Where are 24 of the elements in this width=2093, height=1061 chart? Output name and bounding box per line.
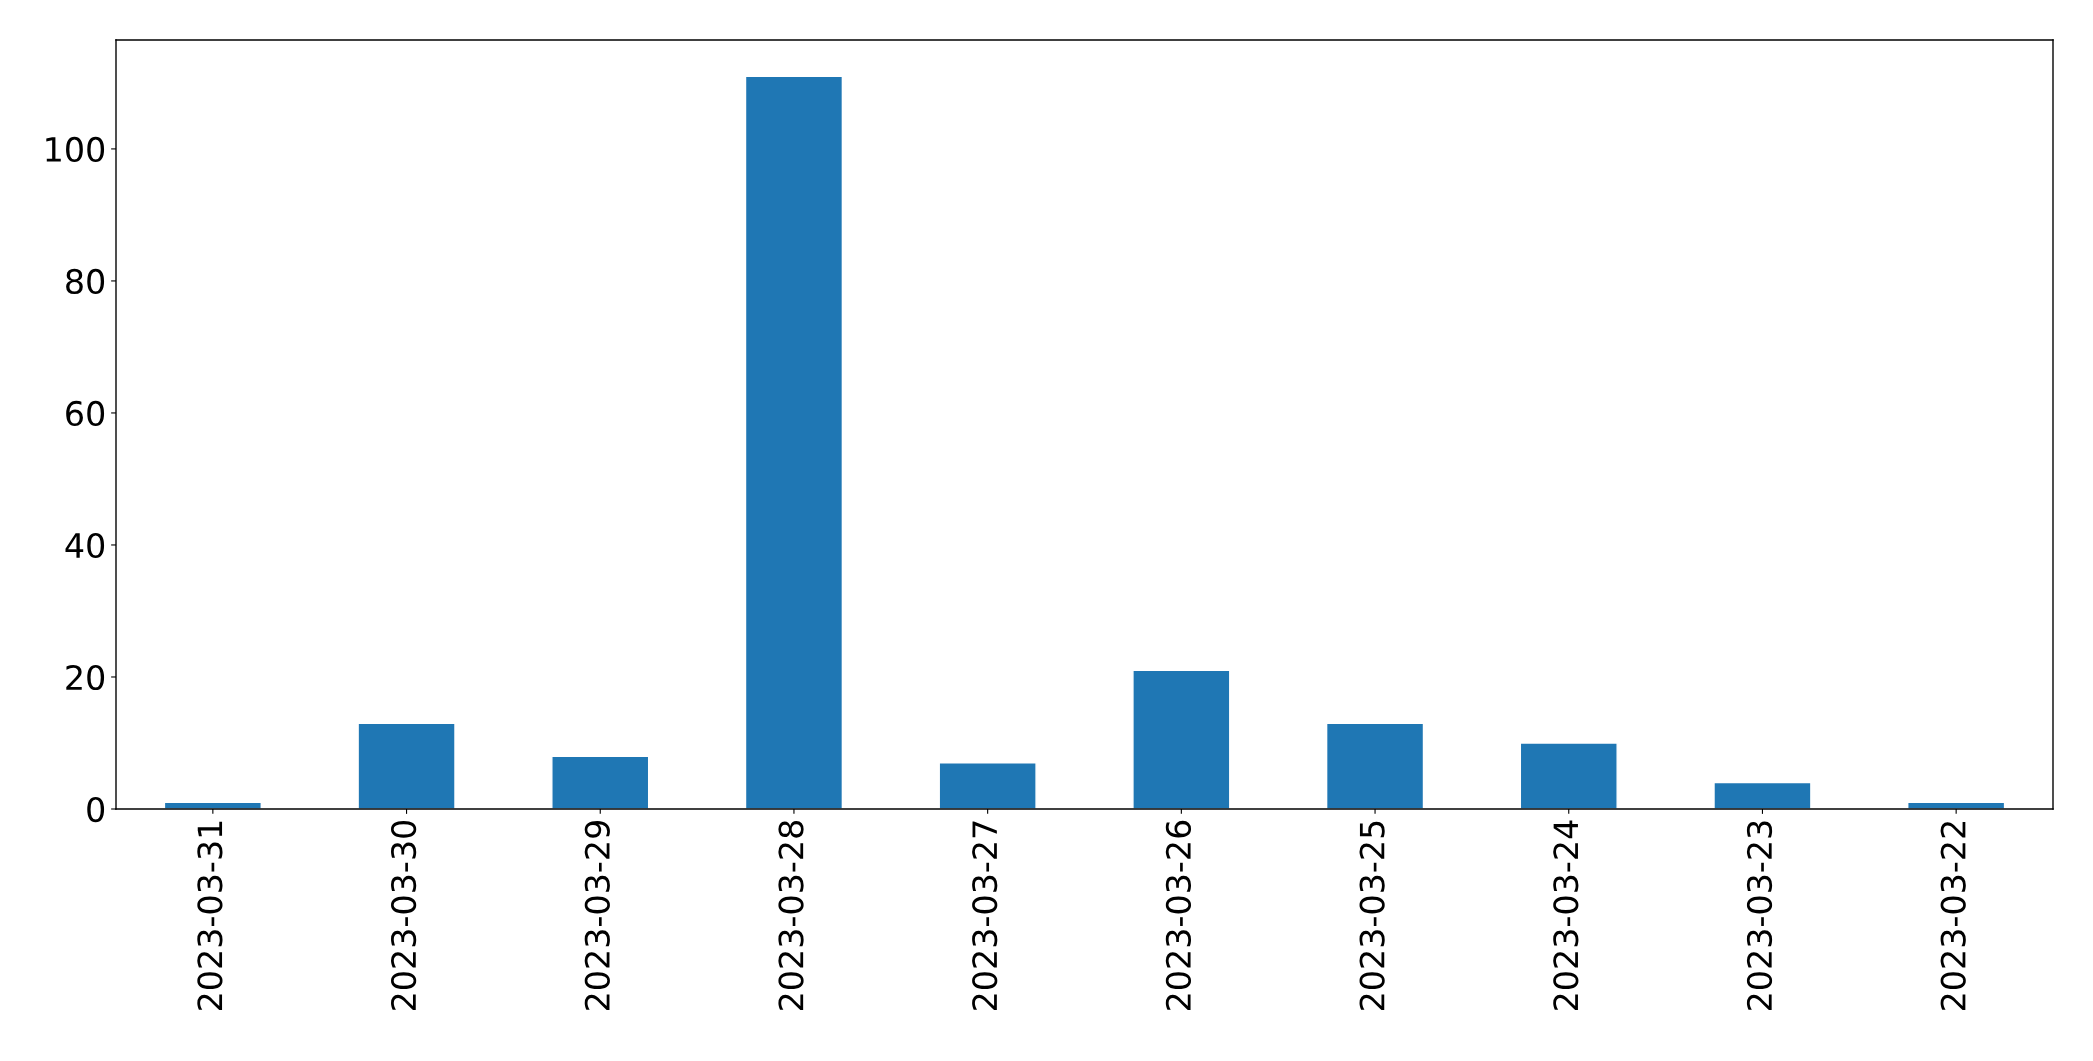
x-tick-label: 2023-03-28 — [778, 821, 804, 1010]
x-tick-label: 2023-03-26 — [1165, 820, 1192, 1010]
bar — [1713, 781, 1812, 809]
x-tick-label: 2023-03-30 — [391, 820, 417, 1010]
y-tick-label: 20 — [66, 664, 105, 691]
y-tick-label: 60 — [66, 400, 105, 427]
bar — [744, 75, 844, 809]
x-tick-label: 2023-03-29 — [584, 821, 610, 1010]
x-tick-label: 2023-03-22 — [1940, 822, 1966, 1010]
bar — [1132, 669, 1231, 809]
y-tick-label: 100 — [46, 136, 105, 163]
x-tick-label: 2023-03-31 — [197, 821, 223, 1010]
y-tick-label: 80 — [66, 268, 105, 295]
x-tick-label: 2023-03-25 — [1359, 821, 1385, 1010]
x-tick-label: 2023-03-27 — [972, 821, 998, 1010]
x-tick-label: 2023-03-24 — [1553, 820, 1579, 1010]
bar — [357, 722, 456, 809]
bar — [938, 762, 1037, 809]
bar — [1519, 742, 1618, 809]
bar — [1325, 722, 1425, 809]
x-tick-label: 2023-03-23 — [1746, 821, 1773, 1010]
y-tick-label: 40 — [65, 532, 105, 559]
bar — [551, 755, 650, 809]
y-tick-label: 0 — [87, 796, 105, 823]
